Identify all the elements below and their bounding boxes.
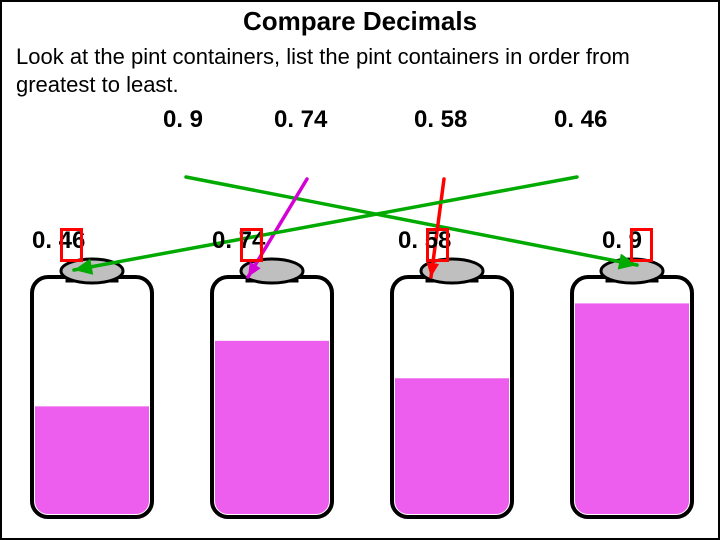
liquid-fill xyxy=(395,378,509,517)
arrow-4 xyxy=(74,177,577,275)
diagram-svg xyxy=(2,2,718,538)
liquid-fill xyxy=(215,341,329,517)
liquid-fill xyxy=(575,303,689,517)
tenths-digit-box-4 xyxy=(630,228,653,262)
pint-container-4 xyxy=(572,259,692,517)
tenths-digit-box-3 xyxy=(426,228,449,262)
pint-container-2 xyxy=(212,259,332,517)
pint-container-3 xyxy=(392,259,512,517)
liquid-fill xyxy=(35,406,149,517)
tenths-digit-box-2 xyxy=(240,228,263,262)
pint-container-1 xyxy=(32,259,152,517)
worksheet-frame: Compare Decimals Look at the pint contai… xyxy=(0,0,720,540)
tenths-digit-box-1 xyxy=(60,228,83,262)
